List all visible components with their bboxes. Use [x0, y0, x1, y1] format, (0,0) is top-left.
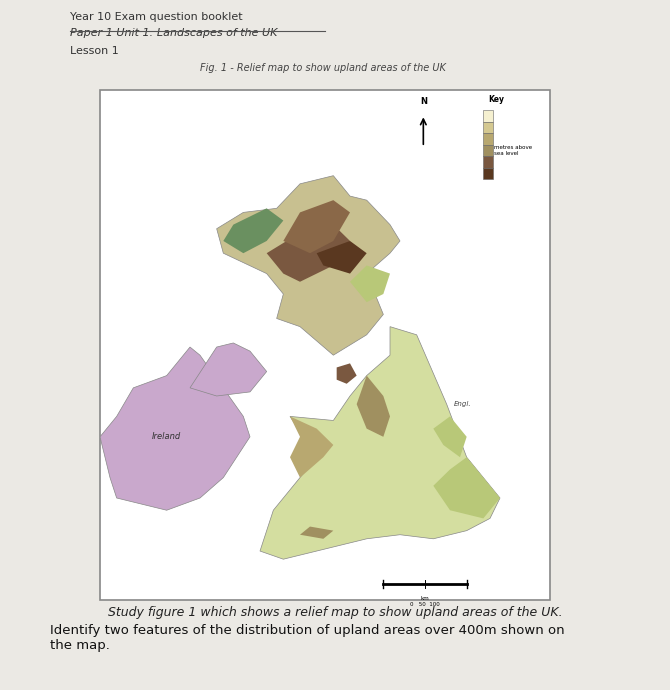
Text: km
0   50  100: km 0 50 100	[410, 596, 440, 607]
Polygon shape	[433, 416, 467, 457]
Polygon shape	[267, 225, 350, 282]
Polygon shape	[336, 364, 356, 384]
Bar	[483, 156, 492, 168]
Polygon shape	[290, 416, 334, 477]
Polygon shape	[356, 375, 390, 437]
Text: Lesson 1: Lesson 1	[70, 46, 119, 56]
Text: Fig. 1 - Relief map to show upland areas of the UK: Fig. 1 - Relief map to show upland areas…	[200, 63, 446, 73]
Bar	[100, 90, 550, 600]
Text: metres above
sea level: metres above sea level	[494, 145, 532, 156]
Polygon shape	[283, 200, 350, 253]
Polygon shape	[260, 326, 500, 559]
Text: Paper 1 Unit 1: Landscapes of the UK: Paper 1 Unit 1: Landscapes of the UK	[70, 28, 277, 38]
Text: Ireland: Ireland	[152, 433, 182, 442]
Polygon shape	[300, 526, 334, 539]
Polygon shape	[216, 176, 400, 355]
Bar	[483, 133, 492, 145]
Bar	[483, 168, 492, 179]
Text: N: N	[420, 97, 427, 106]
Polygon shape	[190, 343, 267, 396]
Text: Key: Key	[488, 95, 505, 104]
Bar	[483, 122, 492, 133]
Bar	[483, 110, 492, 122]
Polygon shape	[100, 347, 250, 510]
Bar	[483, 145, 492, 156]
Polygon shape	[223, 208, 283, 253]
Polygon shape	[350, 266, 390, 302]
Polygon shape	[317, 241, 366, 274]
Polygon shape	[433, 457, 500, 518]
Text: Study figure 1 which shows a relief map to show upland areas of the UK.: Study figure 1 which shows a relief map …	[108, 606, 562, 619]
Text: Engl.: Engl.	[454, 401, 471, 407]
Text: Identify two features of the distribution of upland areas over 400m shown on
the: Identify two features of the distributio…	[50, 624, 565, 652]
Text: Year 10 Exam question booklet: Year 10 Exam question booklet	[70, 12, 243, 22]
